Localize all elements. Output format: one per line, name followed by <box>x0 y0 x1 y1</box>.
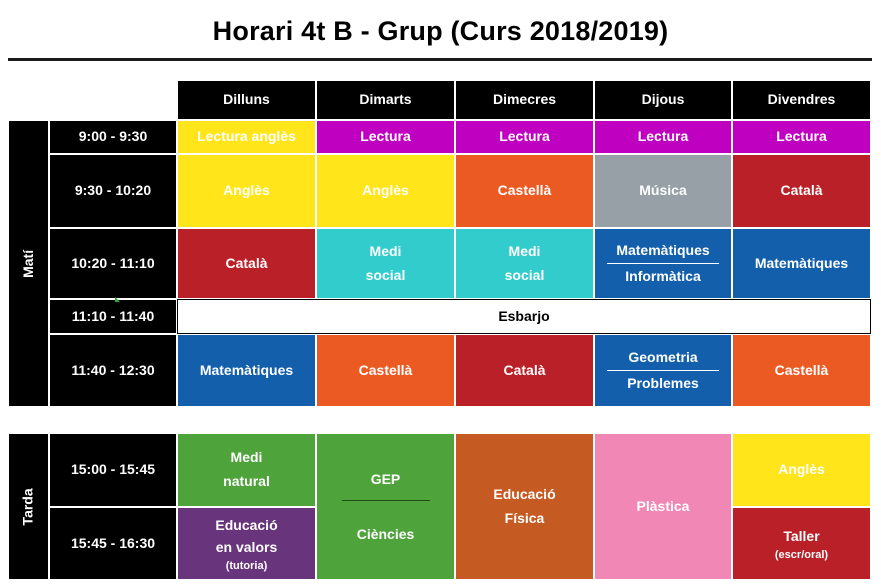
class-thu-r3: Matemàtiques Informàtica <box>594 228 732 299</box>
class-thu-r5-divider <box>607 370 719 371</box>
class-thu-r5: Geometria Problemes <box>594 334 732 407</box>
class-tue-r3-line1: Medi <box>369 242 402 259</box>
class-fri-t6: Anglès <box>732 433 871 507</box>
class-wed-afternoon-line2: Física <box>504 509 545 526</box>
class-fri-r2: Català <box>732 154 871 228</box>
class-tue-r3: Medi social <box>316 228 455 299</box>
class-wed-afternoon: Educació Física <box>455 433 594 580</box>
class-tue-r1: Lectura <box>316 120 455 154</box>
class-tue-afternoon-top: GEP <box>370 470 401 487</box>
class-wed-r2: Castellà <box>455 154 594 228</box>
class-mon-t6-line2: natural <box>223 473 270 489</box>
class-thu-r5-split: Geometria Problemes <box>607 347 719 394</box>
class-wed-r3-line1: Medi <box>508 242 541 259</box>
class-tue-afternoon: GEP Ciències <box>316 433 455 580</box>
class-mon-t7-line2: en valors <box>215 539 278 556</box>
session-afternoon-text: Tarda <box>19 487 36 526</box>
class-mon-t7-note: (tutoria) <box>225 559 268 572</box>
time-slot-5: 11:40 - 12:30 <box>49 334 177 407</box>
class-fri-r5: Castellà <box>732 334 871 407</box>
session-gap <box>8 407 872 433</box>
class-fri-t7: Taller (escr/oral) <box>732 507 871 580</box>
class-mon-t6-line1: Medi <box>230 449 263 466</box>
class-mon-r3: Català <box>177 228 316 299</box>
class-wed-r3-line2: social <box>504 266 545 283</box>
time-slot-3: 10:20 - 11:10 <box>49 228 177 299</box>
class-tue-afternoon-bottom: Ciències <box>356 526 415 542</box>
class-tue-r2: Anglès <box>316 154 455 228</box>
class-thu-r3-top: Matemàtiques <box>616 242 710 258</box>
class-wed-r1: Lectura <box>455 120 594 154</box>
day-header-tue: Dimarts <box>316 80 455 120</box>
class-wed-afternoon-line1: Educació <box>493 485 556 502</box>
class-thu-r3-divider <box>607 263 719 264</box>
class-tue-afternoon-split: GEP Ciències <box>341 468 430 546</box>
time-slot-2: 9:30 - 10:20 <box>49 154 177 228</box>
class-thu-r1: Lectura <box>594 120 732 154</box>
day-header-thu: Dijous <box>594 80 732 120</box>
class-fri-t7-note: (escr/oral) <box>774 548 829 561</box>
class-wed-r5: Català <box>455 334 594 407</box>
time-slot-4: 11:10 - 11:40 <box>49 299 177 334</box>
session-morning-label: Matí <box>8 120 49 407</box>
session-afternoon-label: Tarda <box>8 433 49 580</box>
class-thu-r3-split: Matemàtiques Informàtica <box>607 240 719 287</box>
comment-marker <box>115 297 120 302</box>
class-tue-r3-line2: social <box>365 266 406 283</box>
class-wed-r3: Medi social <box>455 228 594 299</box>
time-slot-6: 15:00 - 15:45 <box>49 433 177 507</box>
day-header-wed: Dimecres <box>455 80 594 120</box>
time-slot-1: 9:00 - 9:30 <box>49 120 177 154</box>
class-thu-r2: Música <box>594 154 732 228</box>
time-slot-7: 15:45 - 16:30 <box>49 507 177 580</box>
break-row: Esbarjo <box>177 299 871 334</box>
class-fri-t7-line1: Taller <box>783 528 820 545</box>
class-mon-r5: Matemàtiques <box>177 334 316 407</box>
class-thu-r5-top: Geometria <box>628 349 698 365</box>
class-thu-r3-bottom: Informàtica <box>625 268 701 284</box>
class-mon-r1: Lectura anglès <box>177 120 316 154</box>
page-title: Horari 4t B - Grup (Curs 2018/2019) <box>212 16 669 46</box>
class-fri-r1: Lectura <box>732 120 871 154</box>
class-thu-r5-bottom: Problemes <box>627 375 699 391</box>
day-header-fri: Divendres <box>732 80 871 120</box>
class-thu-afternoon: Plàstica <box>594 433 732 580</box>
title-rule <box>8 58 872 61</box>
class-mon-r2: Anglès <box>177 154 316 228</box>
class-tue-afternoon-divider <box>341 500 430 501</box>
day-header-mon: Dilluns <box>177 80 316 120</box>
class-fri-r3: Matemàtiques <box>732 228 871 299</box>
class-mon-t6: Medi natural <box>177 433 316 507</box>
class-mon-t7-line1: Educació <box>215 516 278 533</box>
class-mon-t7: Educació en valors (tutoria) <box>177 507 316 580</box>
session-morning-text: Matí <box>19 249 36 278</box>
class-tue-r5: Castellà <box>316 334 455 407</box>
